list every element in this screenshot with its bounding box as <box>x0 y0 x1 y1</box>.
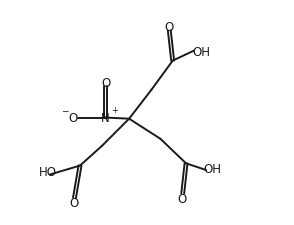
Text: O: O <box>70 196 79 209</box>
Text: OH: OH <box>193 45 211 58</box>
Text: HO: HO <box>39 165 57 178</box>
Text: +: + <box>111 105 118 114</box>
Text: O: O <box>101 77 110 90</box>
Text: N: N <box>101 112 110 124</box>
Text: OH: OH <box>204 163 222 176</box>
Text: O: O <box>164 21 173 34</box>
Text: −: − <box>61 105 69 114</box>
Text: O: O <box>69 112 78 124</box>
Text: O: O <box>177 192 187 205</box>
